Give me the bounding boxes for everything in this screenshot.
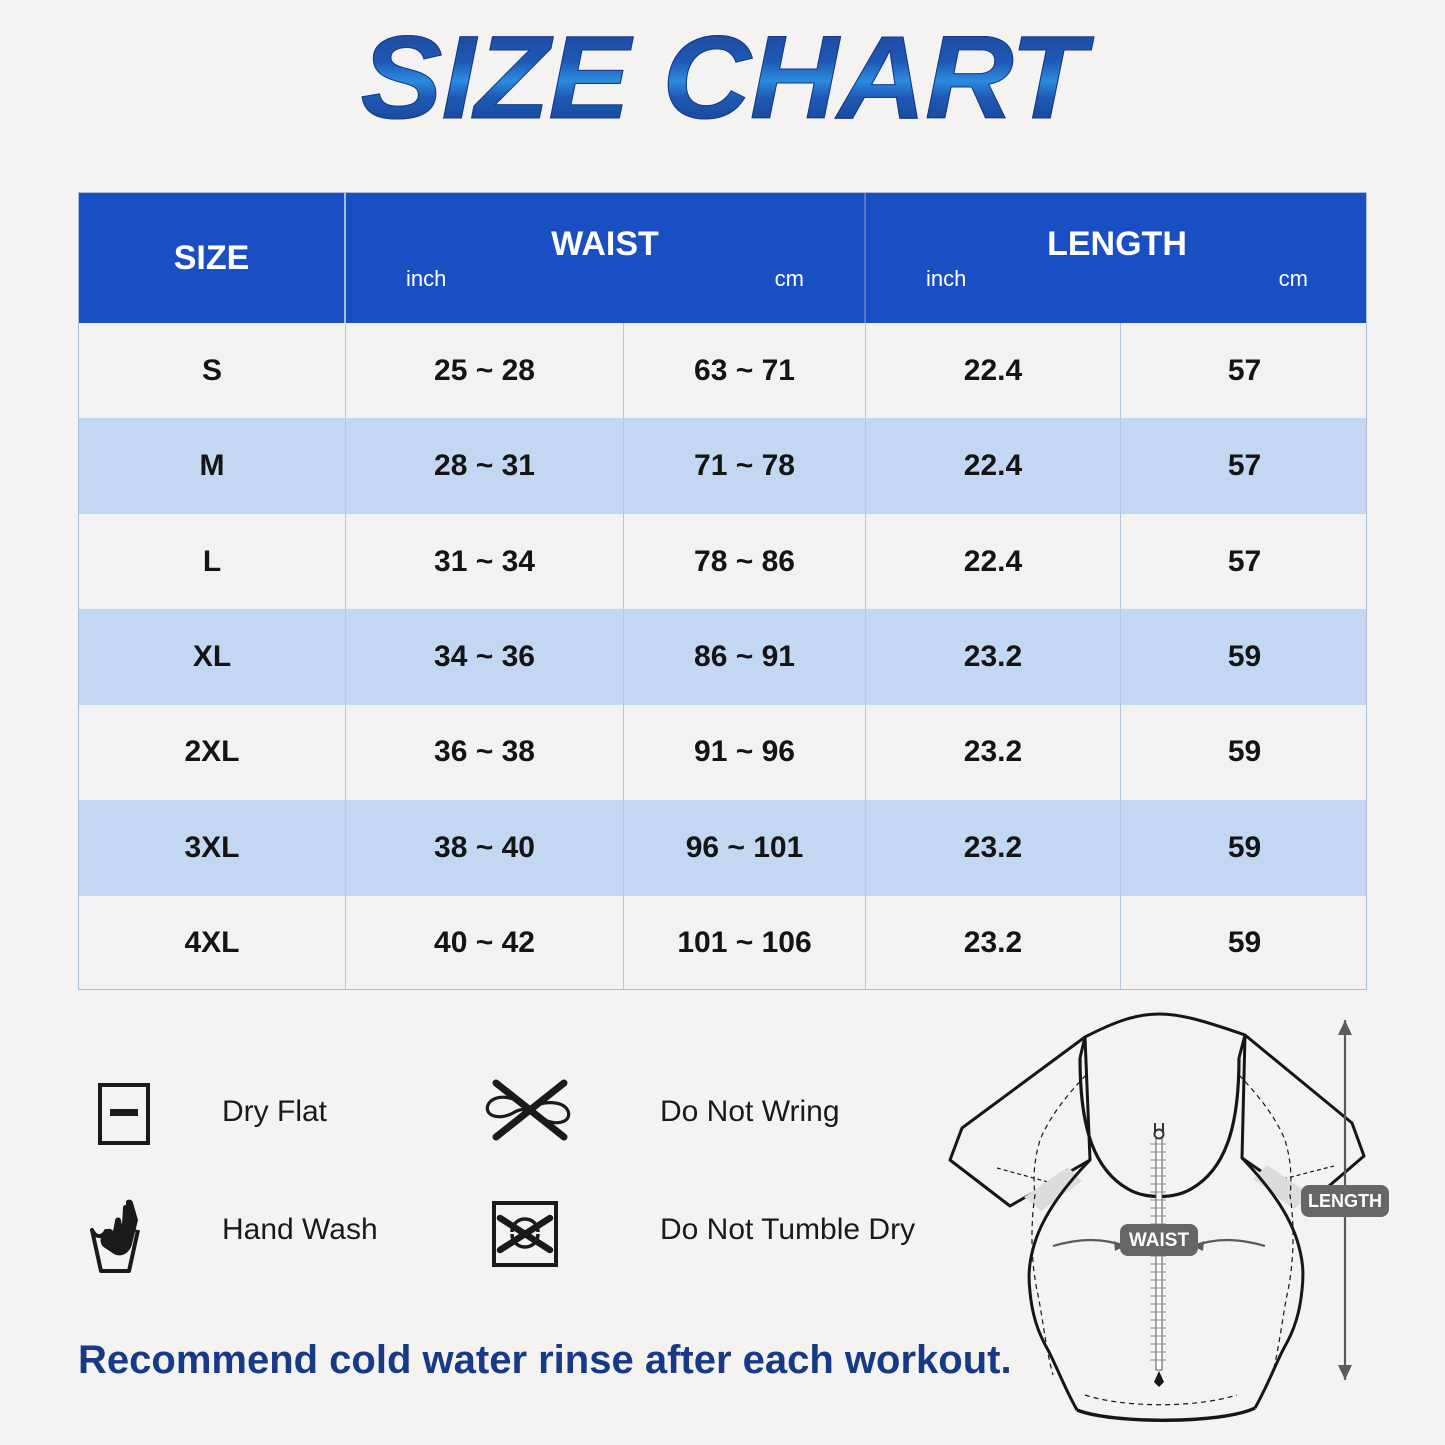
svg-text:LENGTH: LENGTH [1308, 1191, 1382, 1211]
svg-text:WAIST: WAIST [1129, 1230, 1190, 1251]
